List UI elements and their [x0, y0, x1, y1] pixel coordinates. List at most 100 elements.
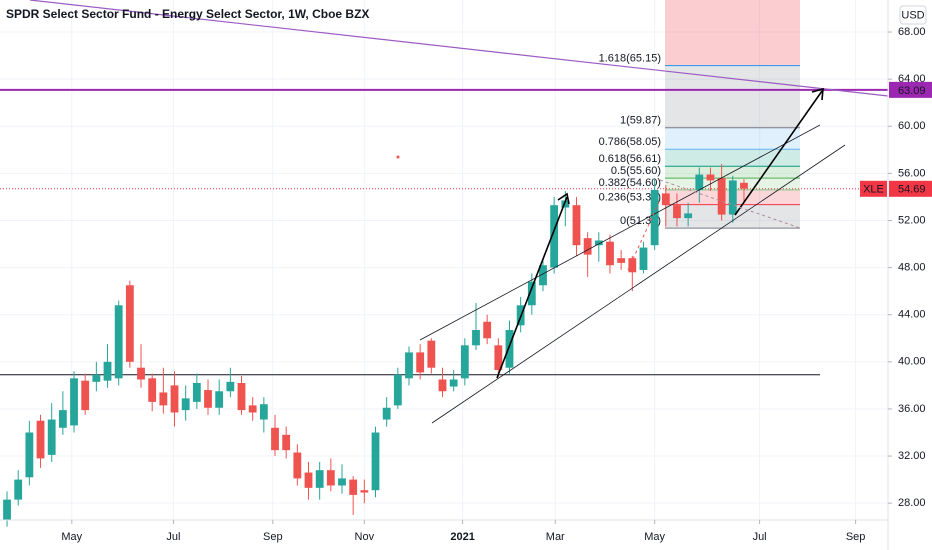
x-tick-label: Nov	[355, 531, 375, 543]
candle-body	[717, 178, 726, 215]
price-line-label: 63.09	[898, 85, 926, 97]
candle-body	[293, 452, 302, 479]
candle-body	[438, 379, 447, 392]
y-tick-label: 40.00	[898, 356, 926, 368]
arrow	[496, 196, 568, 379]
candle-body	[617, 258, 626, 263]
y-tick-label: 44.00	[898, 309, 926, 321]
y-tick-label: 32.00	[898, 450, 926, 462]
candle-body	[382, 407, 391, 420]
candle-body	[494, 345, 503, 371]
trend-line	[29, 0, 889, 97]
candle-body	[125, 285, 134, 362]
fib-label: 0.786(58.05)	[599, 136, 661, 148]
y-tick-label: 68.00	[898, 26, 926, 38]
candle-body	[472, 330, 480, 346]
candle-body	[639, 247, 648, 270]
channel-upper	[419, 124, 821, 341]
candle-body	[47, 419, 56, 455]
candle-body	[192, 383, 201, 402]
y-tick-label: 52.00	[898, 214, 926, 226]
fib-label: 0.236(53.35)	[599, 191, 661, 203]
candle-body	[58, 410, 67, 428]
candle-body	[14, 479, 23, 500]
candle-body	[483, 321, 492, 339]
candle-body	[159, 392, 168, 406]
x-tick-label: May	[61, 531, 82, 543]
fib-label: 0.382(54.60)	[599, 177, 661, 189]
candle-body	[237, 383, 246, 411]
candle-body	[81, 380, 90, 411]
candle-body	[695, 174, 704, 190]
candle-body	[3, 499, 11, 520]
candle-body	[673, 205, 681, 219]
drawings	[29, 0, 889, 424]
candle-body	[326, 470, 335, 486]
candle-body	[460, 345, 469, 379]
last-price-label: 54.69	[898, 184, 926, 196]
chart-title: SPDR Select Sector Fund - Energy Select …	[6, 7, 369, 21]
symbol-label: XLE	[863, 184, 884, 196]
candle-body	[282, 434, 291, 451]
candle-body	[728, 180, 737, 215]
x-tick-label: May	[644, 531, 665, 543]
candle-body	[583, 238, 592, 255]
candle-body	[349, 479, 358, 495]
arrow-head	[811, 87, 824, 101]
candle-body	[684, 213, 693, 219]
y-tick-label: 28.00	[898, 497, 926, 509]
x-tick-label: Sep	[263, 531, 283, 543]
y-tick-label: 36.00	[898, 403, 926, 415]
candle-body	[706, 174, 715, 181]
x-tick-label: 2021	[450, 531, 474, 543]
candle-body	[304, 472, 313, 488]
candle-body	[416, 352, 425, 373]
x-tick-label: Jul	[166, 531, 180, 543]
currency-box[interactable]	[899, 5, 927, 25]
candle-body	[539, 265, 547, 286]
candle-body	[405, 352, 413, 379]
candle-body	[103, 361, 112, 381]
candle-body	[25, 432, 34, 478]
y-tick-label: 56.00	[898, 167, 926, 179]
candle-body	[606, 241, 614, 266]
symbol-tag	[860, 180, 887, 197]
candle-body	[505, 330, 514, 368]
y-tick-label: 60.00	[898, 120, 926, 132]
arrow-head	[557, 192, 570, 205]
y-tick-label: 48.00	[898, 262, 926, 274]
fib-label: 0.618(56.61)	[599, 153, 661, 165]
candle-body	[259, 404, 268, 420]
arrow	[734, 90, 823, 216]
dashed-line	[659, 179, 801, 229]
candle-body	[527, 281, 536, 306]
candle-body	[650, 189, 659, 246]
candle-body	[170, 385, 179, 413]
candle-body	[561, 200, 570, 208]
candle-body	[226, 381, 235, 392]
candle-body	[148, 378, 157, 402]
x-tick-label: Sep	[846, 531, 866, 543]
candle-body	[594, 240, 603, 246]
candle-body	[215, 391, 224, 408]
fib-label: 1(59.87)	[620, 115, 661, 127]
candle-body	[449, 379, 458, 387]
x-tick-label: Mar	[546, 531, 565, 543]
candle-body	[661, 193, 670, 206]
candle-body	[204, 390, 212, 408]
candle-body	[550, 205, 559, 268]
candle-body	[315, 470, 324, 488]
candle-body	[70, 378, 78, 426]
candle-body	[360, 490, 369, 493]
price-line-tag	[889, 81, 932, 98]
candle-body	[114, 305, 123, 379]
fib-label: 1.618(65.15)	[599, 53, 661, 65]
candle-body	[393, 374, 402, 406]
channel-lower	[431, 144, 846, 424]
candle-body	[427, 340, 436, 368]
candle-body	[92, 374, 101, 382]
candle-body	[628, 258, 637, 273]
